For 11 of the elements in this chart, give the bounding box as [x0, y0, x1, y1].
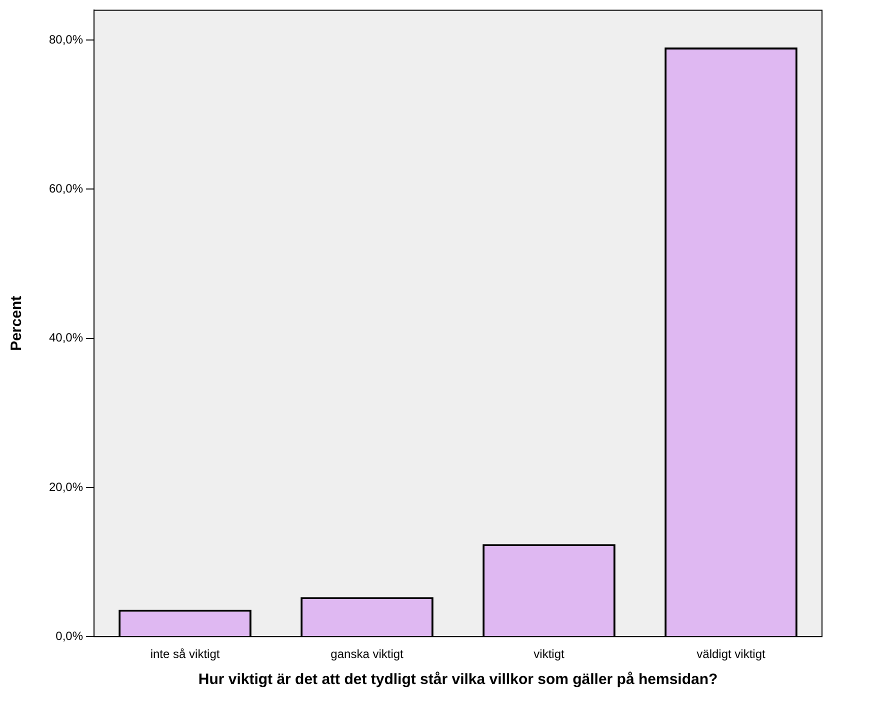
x-tick-label: viktigt	[534, 647, 566, 662]
y-tick-label: 80,0%	[48, 32, 84, 46]
x-axis-title: Hur viktigt är det att det tydligt står vilka villkor som gäller på hemsidan?	[198, 671, 718, 688]
y-axis-title: Percent	[8, 296, 26, 351]
y-tick-label: 60,0%	[48, 181, 84, 196]
x-tick-label: väldigt viktigt	[696, 647, 766, 662]
y-tick-label: 0,0%	[56, 628, 84, 643]
y-tick-label: 20,0%	[48, 480, 84, 494]
x-tick-label: ganska viktigt	[330, 647, 404, 662]
y-tick-label: 40,0%	[48, 330, 84, 345]
x-tick-label: inte så viktigt	[150, 647, 220, 662]
